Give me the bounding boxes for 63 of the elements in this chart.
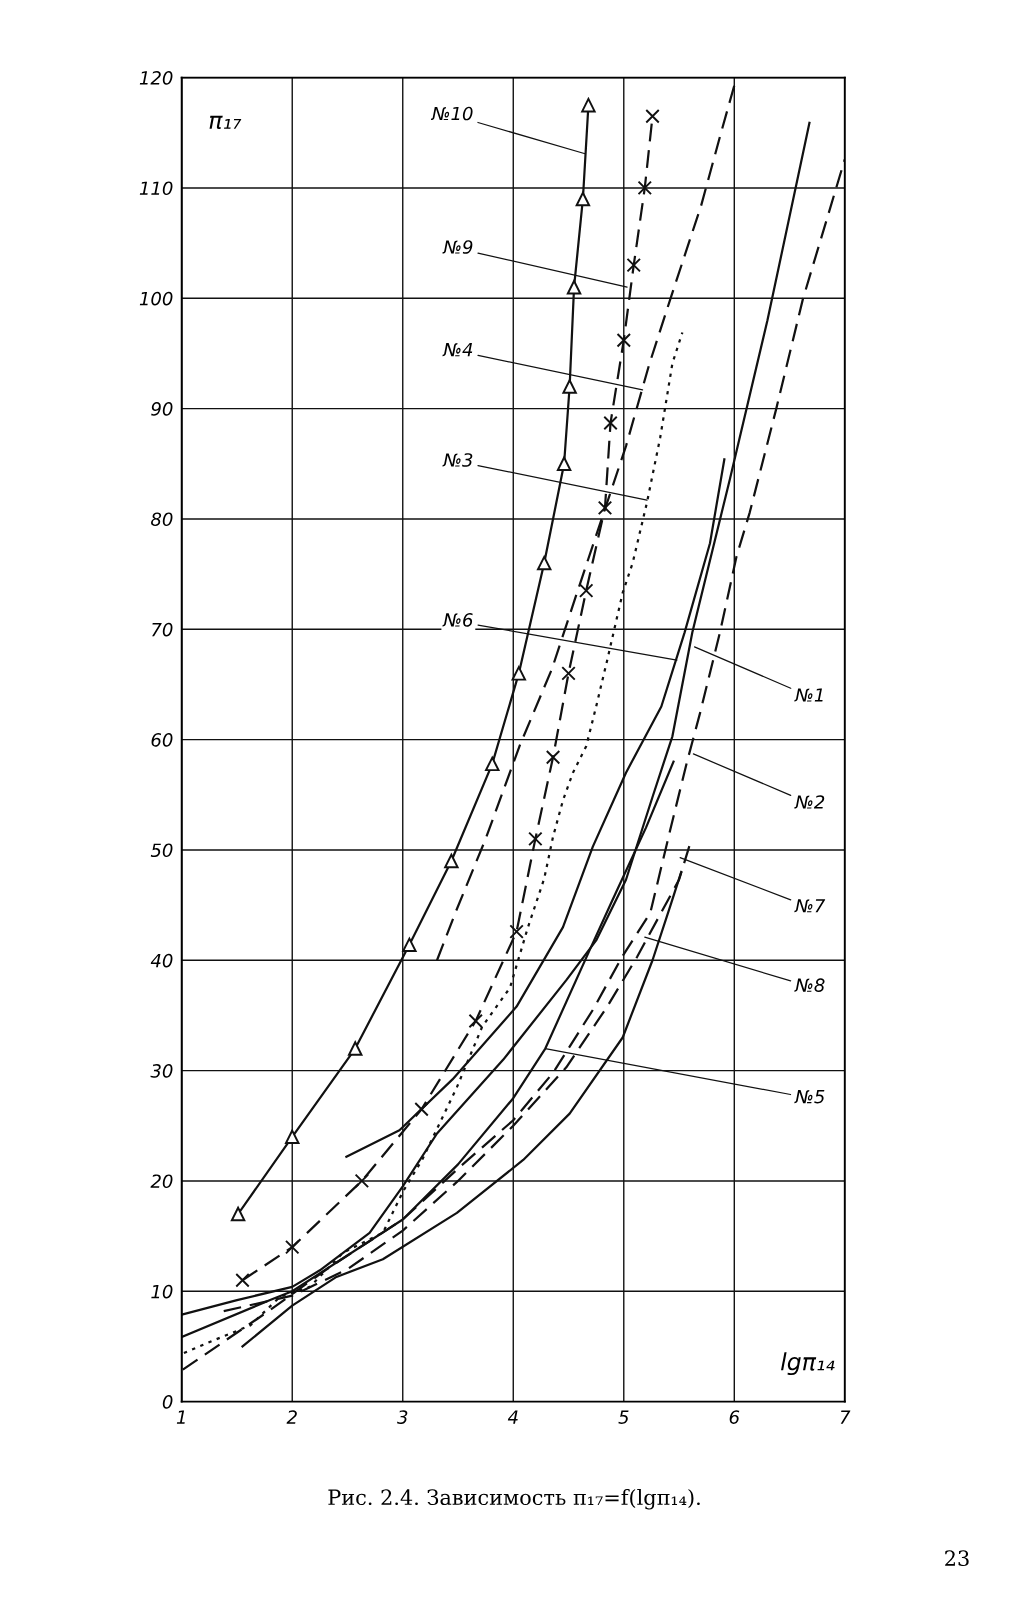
x-tick-label: 3 [397,1410,408,1424]
x-tick-label: 1 [176,1410,185,1424]
y-tick-label: 60 [151,733,173,747]
x-tick-label: 2 [286,1410,297,1424]
annotation: №3 [442,453,473,467]
point [444,853,459,869]
point [485,756,500,772]
y-tick-label: 90 [151,402,173,416]
y-axis-title: π₁₇ [209,115,242,130]
point [509,924,524,939]
annotation: №9 [442,240,473,254]
annotation: №4 [442,343,473,357]
y-tick-label: 100 [139,291,173,306]
annotation: №1 [794,688,823,702]
point [545,750,561,765]
x-tick-label: 7 [840,1410,851,1424]
point [578,583,594,598]
point [230,1206,246,1222]
point [581,97,596,113]
point [566,280,582,295]
point [626,257,641,273]
y-tick-label: 10 [151,1284,173,1299]
point [575,191,591,207]
y-tick-label: 110 [139,181,173,196]
point [616,332,631,348]
annotation: №8 [794,978,825,992]
point [556,456,572,471]
text: Рис. 2.4. Зависимость π₁₇=f(lgπ₁₄). [328,1488,700,1510]
annotation: №7 [794,899,826,913]
y-tick-label: 30 [150,1064,173,1078]
x-tick-label: 6 [729,1410,740,1424]
x-axis-title: lgπ₁₄ [781,1352,835,1376]
y-tick-label: 20 [150,1174,173,1189]
point [348,1041,363,1056]
point [562,379,577,394]
annotation: №10 [430,106,473,121]
y-tick-label: 70 [152,622,173,637]
y-tick-label: 120 [139,71,173,85]
point [511,666,527,681]
annotation: №5 [794,1090,825,1104]
point [285,1239,300,1255]
point [561,666,576,681]
point [354,1173,370,1189]
point [603,415,618,431]
point [468,1013,483,1029]
y-tick-label: 80 [151,512,173,527]
point [536,555,552,571]
point [637,180,652,196]
point [285,1129,300,1145]
point [235,1273,250,1288]
y-tick-label: 40 [150,953,173,968]
text: 23 [945,1550,969,1567]
point [597,500,613,516]
point [402,937,417,953]
annotation: №6 [442,613,473,627]
y-tick-label: 0 [162,1395,173,1409]
annotation: №2 [794,795,825,809]
y-tick-label: 50 [150,843,173,858]
point [528,831,543,847]
point [645,109,660,124]
point [414,1102,429,1117]
x-tick-label: 4 [507,1410,518,1424]
x-tick-label: 5 [618,1410,629,1424]
